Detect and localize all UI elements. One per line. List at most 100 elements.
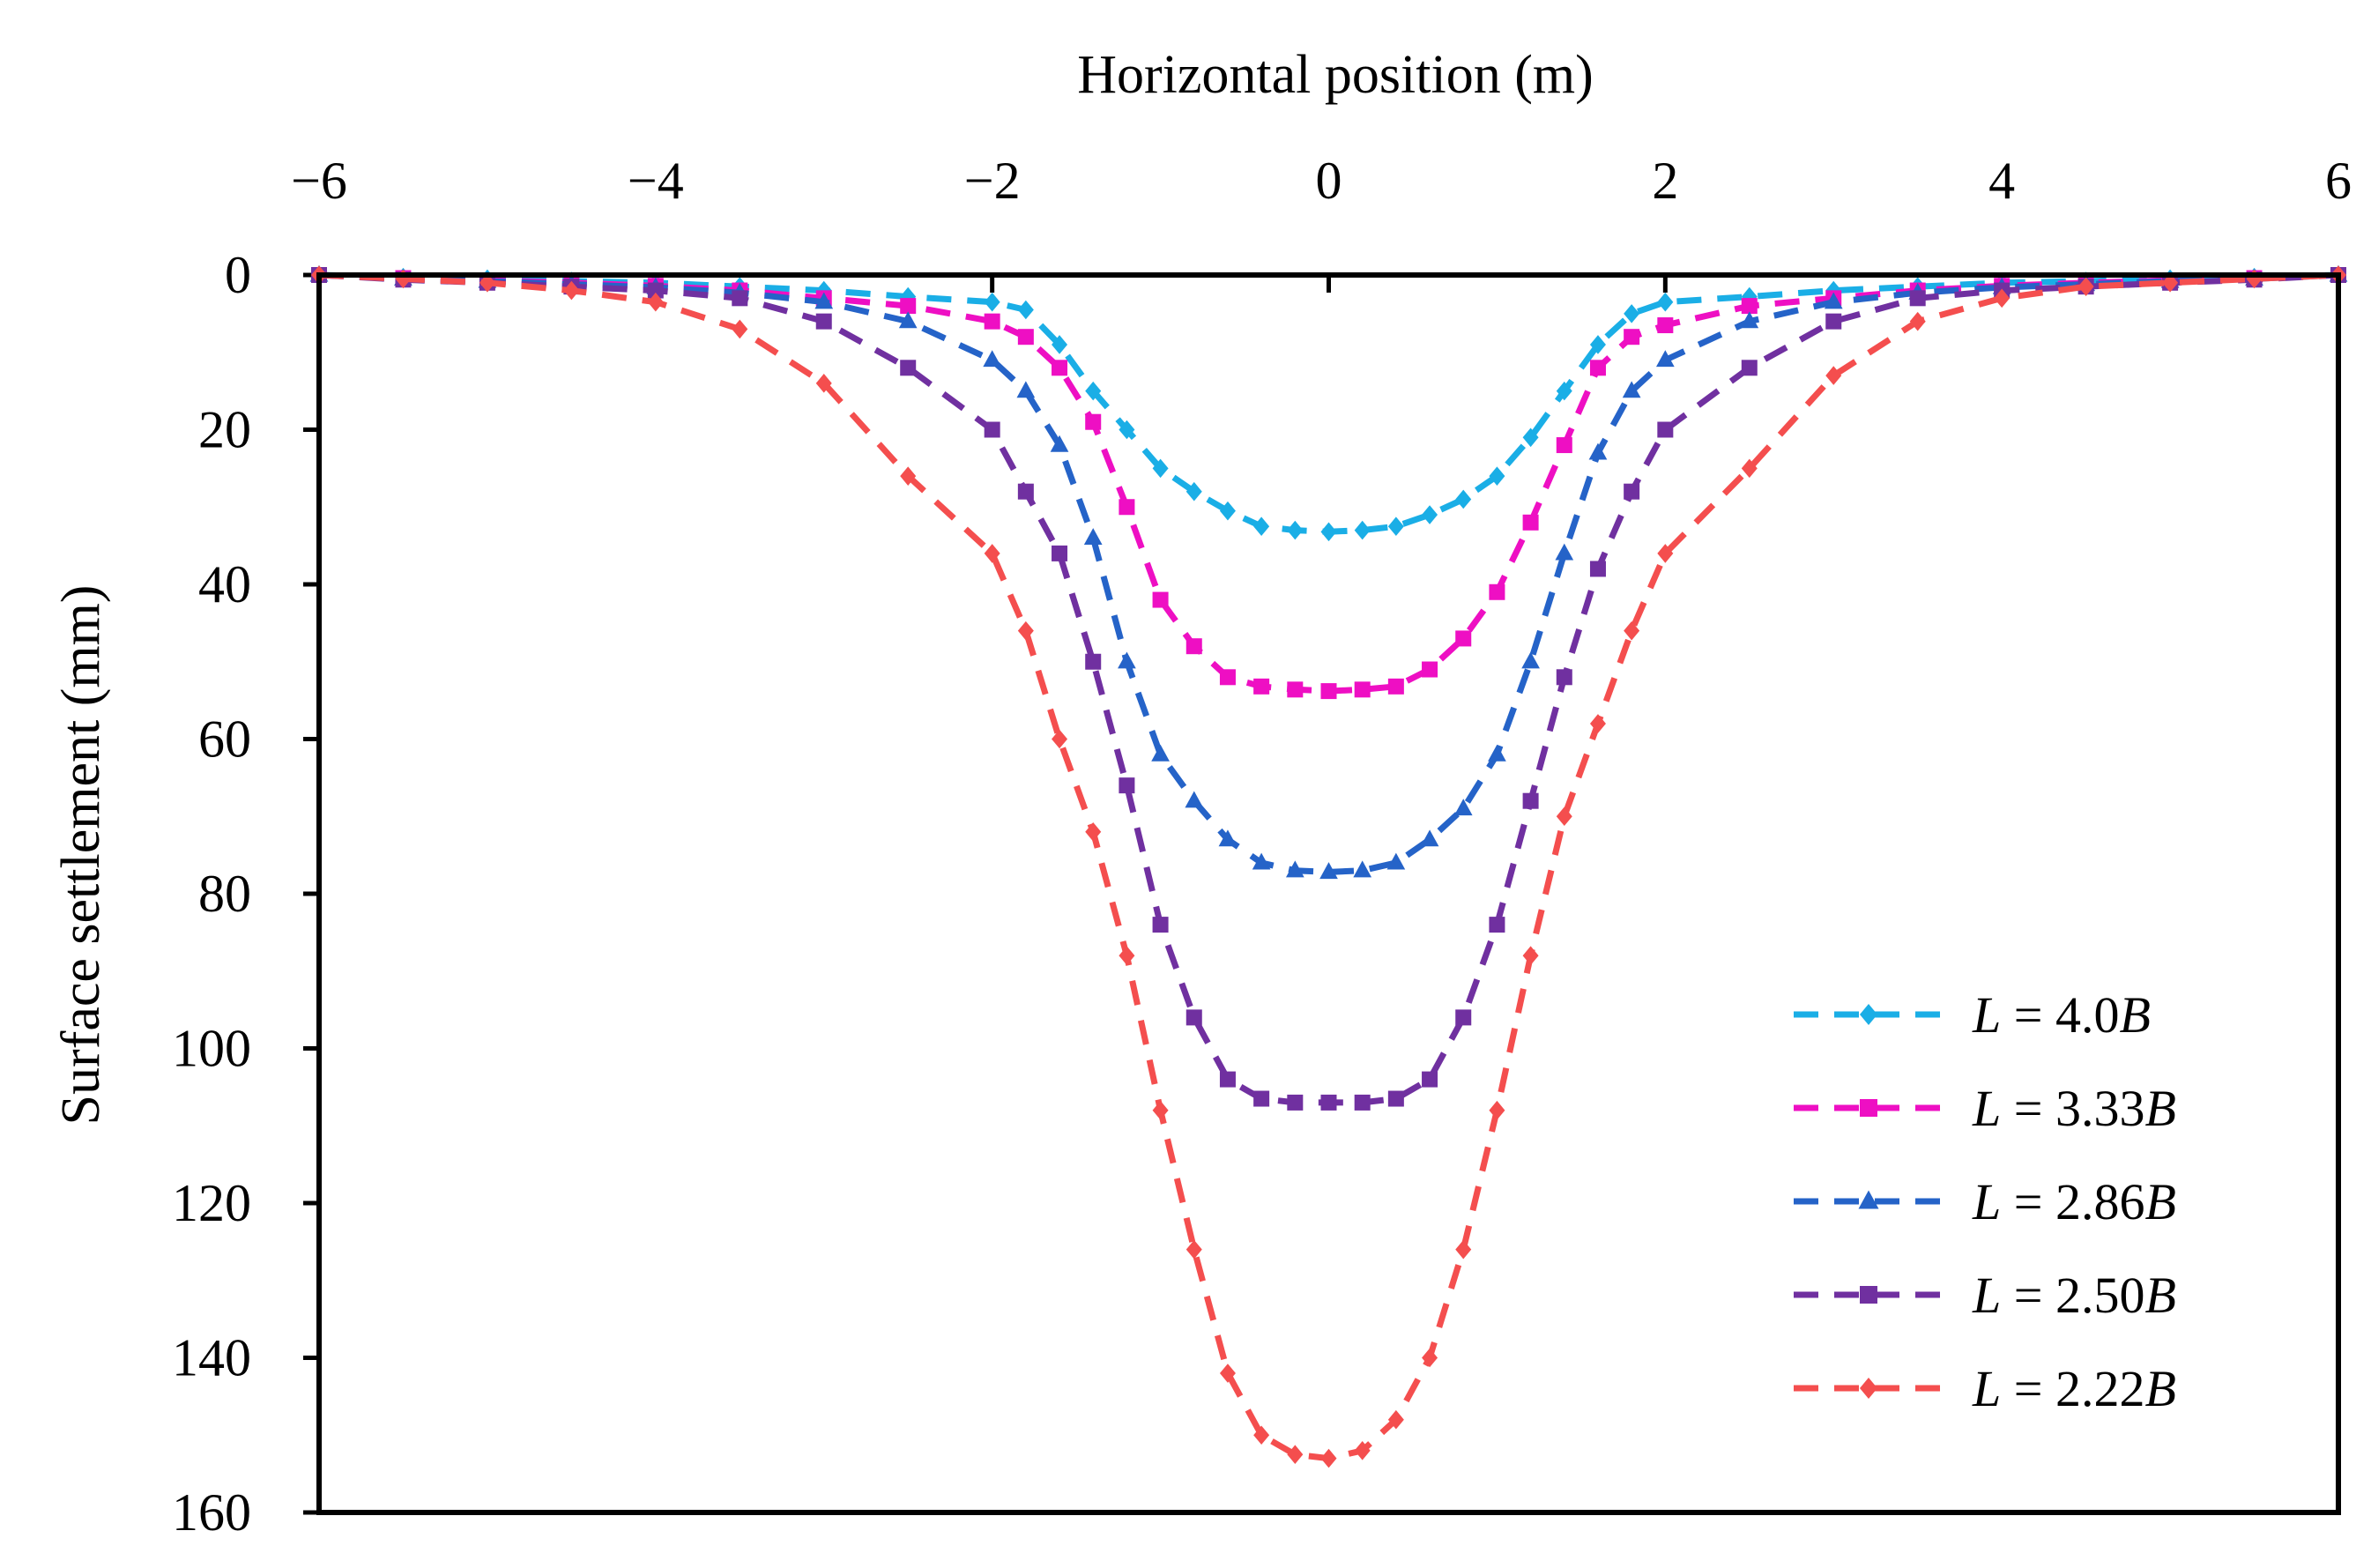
series-2 [311,267,2346,700]
data-point [1253,516,1270,536]
data-point [1489,1100,1505,1120]
data-point [1589,561,1606,577]
x-axis-title: Horizontal position (m) [1077,45,1593,105]
data-point [1219,501,1236,521]
data-point [1453,799,1473,816]
data-point [1422,1348,1438,1368]
data-point [647,282,664,299]
legend-label-unit: B [2144,1080,2175,1137]
y-tick-label: 100 [172,1020,251,1078]
legend-swatch-marker [1860,1286,1877,1304]
x-tick-label: −2 [964,152,1021,210]
data-point [1083,528,1103,545]
data-point [815,313,832,330]
data-point [1741,298,1758,315]
legend-label-unit: B [2119,986,2150,1044]
data-point [1824,292,1843,309]
data-point [1657,292,1674,312]
legend-item: L = 2.86B [1794,1173,2176,1230]
legend-label: L = 2.22B [1972,1360,2176,1417]
y-tick-label: 20 [198,401,251,459]
legend-label-unit: B [2144,1267,2175,1324]
data-point [1556,669,1572,686]
series-1 [311,265,2346,542]
legend-label-unit: B [2144,1360,2175,1417]
legend-swatch-marker [1858,1190,1879,1209]
data-point [1017,329,1034,346]
data-point [1152,591,1169,608]
data-point [1588,442,1608,460]
data-point [1119,420,1135,440]
y-tick-label: 120 [172,1174,251,1232]
data-point [1319,862,1338,880]
x-tick-label: 4 [1988,152,2015,210]
data-point [1354,1094,1371,1111]
data-point [1253,1090,1270,1107]
data-point [1556,437,1572,454]
data-point [1387,516,1404,536]
data-point [1387,678,1404,695]
data-point [732,290,748,307]
data-point [1186,638,1202,655]
data-point [1387,1409,1404,1430]
series-line [318,271,2339,695]
data-point [1354,681,1371,698]
data-point [1152,458,1169,479]
x-tick-label: 6 [2325,152,2352,210]
data-point [1219,669,1236,686]
data-point [1825,313,1842,330]
data-point [1521,651,1540,669]
data-point [1287,681,1304,698]
legend-label-var: L [1972,1173,2001,1230]
data-point [1522,946,1539,965]
legend-label-var: L [1972,1360,2001,1417]
data-point [1741,360,1758,376]
legend-label: L = 3.33B [1972,1080,2176,1137]
legend-label-unit: B [2144,1173,2175,1230]
y-tick-label: 60 [198,710,251,769]
data-point [1455,489,1472,509]
legend-label-var: L [1972,1080,2001,1137]
legend-label-eq: = 2.86 [2001,1173,2144,1230]
y-axis-ticks: 0 20 40 60 80 100 120 140 160 [172,246,319,1542]
x-tick-label: −6 [291,152,347,210]
data-point [984,292,1000,312]
data-point [1119,946,1135,965]
data-point [1354,1441,1371,1460]
data-point [1657,421,1674,438]
data-point [1555,543,1574,561]
legend-item: L = 3.33B [1794,1080,2176,1137]
data-point [1218,829,1238,847]
data-point [1185,791,1204,808]
data-point [1287,520,1304,540]
x-axis-ticks: −6 −4 −2 0 2 4 6 [291,152,2352,293]
series-line [318,271,2339,875]
data-point [1741,458,1758,479]
legend-swatch-marker [1860,1004,1877,1025]
data-point [1522,514,1539,531]
data-point [1386,852,1406,870]
legend-label: L = 2.86B [1972,1173,2176,1230]
series-3 [309,264,2348,880]
data-point [1320,522,1337,542]
legend-label-eq: = 3.33 [2001,1080,2144,1137]
y-tick-label: 40 [198,555,251,613]
y-axis-title: Surface settlement (mm) [51,585,111,1126]
data-point [395,269,412,289]
data-point [1186,1009,1202,1026]
data-point [2162,272,2179,293]
data-point [1320,1448,1337,1468]
data-point [1455,1239,1472,1260]
legend-label-eq: = 2.50 [2001,1267,2144,1324]
data-point [1522,427,1539,448]
legend-swatch-marker [1860,1099,1877,1117]
data-point [1556,806,1572,827]
data-point [1052,360,1068,376]
data-point [1320,1094,1337,1111]
data-point [1909,311,1926,331]
data-point [1017,300,1034,320]
data-point [1085,381,1102,401]
data-point [1353,860,1372,878]
data-point [900,298,917,315]
